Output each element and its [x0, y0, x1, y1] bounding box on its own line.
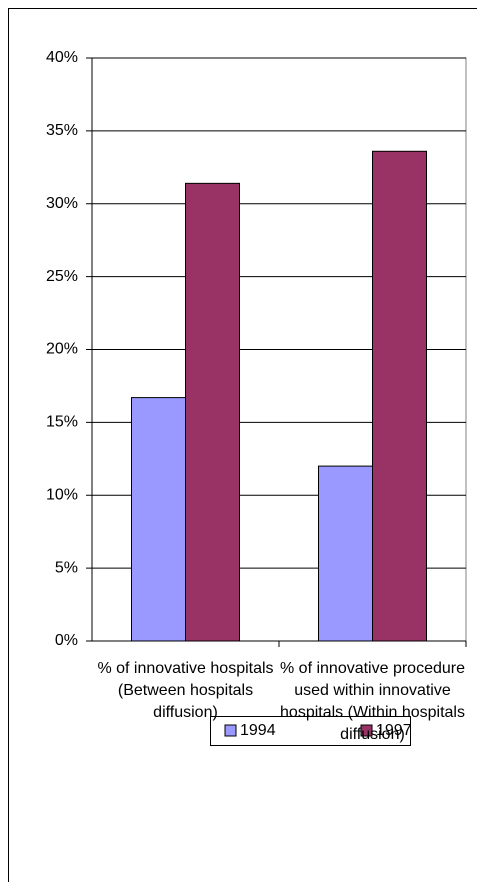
y-tick-label: 15% — [46, 414, 78, 431]
y-tick-label: 40% — [46, 49, 78, 66]
legend-marker — [224, 724, 237, 737]
y-tick-label: 35% — [46, 122, 78, 139]
x-tick-label: % of innovative procedure used within in… — [280, 660, 465, 743]
y-tick-label: 25% — [46, 268, 78, 285]
y-tick-label: 30% — [46, 195, 78, 212]
y-tick-label: 0% — [55, 632, 78, 649]
y-tick-label: 10% — [46, 486, 78, 503]
bar — [372, 150, 427, 642]
legend-marker — [360, 724, 373, 737]
bar — [185, 182, 240, 642]
legend-box — [210, 716, 411, 746]
legend-label: 1994 — [240, 722, 276, 739]
x-tick-label: % of innovative hospitals (Between hospi… — [97, 660, 274, 721]
legend-label: 1997 — [376, 722, 412, 739]
bar — [131, 397, 186, 642]
chart-frame — [8, 8, 477, 882]
y-tick-label: 20% — [46, 341, 78, 358]
y-tick-label: 5% — [55, 559, 78, 576]
bar — [318, 465, 373, 642]
